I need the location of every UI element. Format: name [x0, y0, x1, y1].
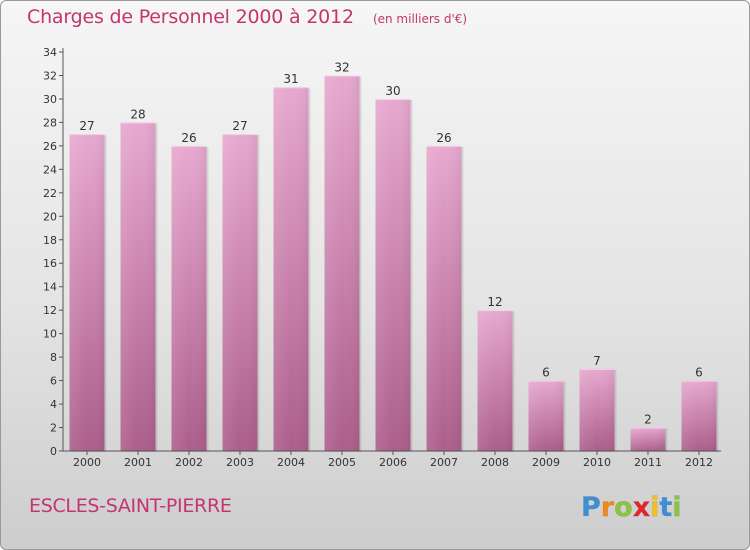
proxiti-logo[interactable]: Proxiti: [581, 488, 701, 528]
bar-value-label: 31: [283, 72, 298, 86]
y-tick-label: 26: [43, 140, 57, 153]
bar-value-label: 30: [385, 84, 400, 98]
x-tick-label: 2012: [685, 456, 713, 469]
x-tick-label: 2005: [328, 456, 356, 469]
chart-title: Charges de Personnel 2000 à 2012: [27, 6, 354, 28]
y-tick-label: 28: [43, 116, 57, 129]
bar-shine: [69, 134, 105, 451]
x-tick-label: 2002: [175, 456, 203, 469]
bar-shine: [630, 427, 666, 451]
y-tick-label: 10: [43, 328, 57, 341]
bar-shine: [426, 145, 462, 451]
bar-value-label: 32: [334, 60, 349, 74]
bars-layer: [69, 75, 719, 453]
x-tick-label: 2009: [532, 456, 560, 469]
y-tick-label: 12: [43, 304, 57, 317]
commune-name: ESCLES-SAINT-PIERRE: [29, 495, 232, 517]
y-tick-label: 30: [43, 93, 57, 106]
y-tick-label: 18: [43, 234, 57, 247]
bar-shine: [171, 145, 207, 451]
y-tick-label: 34: [43, 46, 57, 59]
y-tick-label: 8: [50, 351, 57, 364]
y-tick-label: 2: [50, 422, 57, 435]
logo-letter: x: [632, 492, 651, 524]
bar-shine: [120, 122, 156, 451]
y-tick-label: 20: [43, 210, 57, 223]
bar-value-label: 26: [181, 131, 196, 145]
x-tick-label: 2006: [379, 456, 407, 469]
bar-value-label: 2: [644, 413, 652, 427]
axes-layer: [59, 48, 721, 455]
bar-value-label: 7: [593, 354, 601, 368]
y-tick-label: 32: [43, 69, 57, 82]
bar-value-label: 26: [436, 131, 451, 145]
bar-shine: [222, 134, 258, 451]
bar-shine: [528, 380, 564, 451]
bar-value-label: 27: [232, 119, 247, 133]
bar-shine: [324, 75, 360, 452]
bar-value-label: 28: [130, 107, 145, 121]
bar-shine: [375, 98, 411, 452]
logo-letter: i: [672, 492, 682, 524]
bar-value-label: 12: [487, 295, 502, 309]
x-tick-label: 2001: [124, 456, 152, 469]
y-tick-label: 0: [50, 445, 57, 458]
y-tick-label: 14: [43, 281, 57, 294]
y-tick-label: 4: [50, 398, 57, 411]
bar-value-label: 6: [695, 366, 703, 380]
bar-shine: [273, 87, 309, 452]
x-tick-label: 2008: [481, 456, 509, 469]
bar-value-label: 27: [79, 119, 94, 133]
x-tick-label: 2010: [583, 456, 611, 469]
bar-shine: [579, 368, 615, 451]
bar-shine: [477, 310, 513, 451]
chart-unit-note: (en milliers d'€): [372, 12, 468, 26]
y-tick-label: 24: [43, 163, 57, 176]
y-tick-label: 6: [50, 375, 57, 388]
x-tick-label: 2000: [73, 456, 101, 469]
logo-letter: r: [600, 492, 615, 524]
bar-value-label: 6: [542, 366, 550, 380]
x-tick-label: 2004: [277, 456, 305, 469]
logo-letter: t: [659, 492, 673, 524]
logo-letter: i: [650, 492, 660, 524]
bar-shine: [681, 380, 717, 451]
y-tick-label: 22: [43, 187, 57, 200]
x-tick-label: 2011: [634, 456, 662, 469]
logo-letter: P: [581, 492, 601, 524]
x-tick-label: 2007: [430, 456, 458, 469]
y-tick-label: 16: [43, 257, 57, 270]
x-tick-label: 2003: [226, 456, 254, 469]
logo-letter: o: [614, 492, 633, 524]
title-row: Charges de Personnel 2000 à 2012 (en mil…: [27, 6, 467, 28]
labels-layer: 2720002820012620022720033120043220053020…: [43, 46, 713, 469]
